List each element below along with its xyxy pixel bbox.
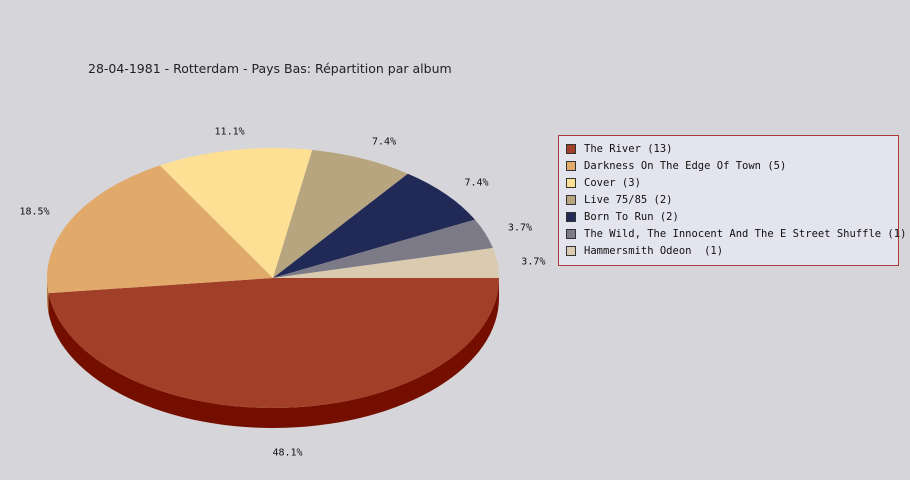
legend-label: Live 75/85 (2) <box>584 194 673 206</box>
legend-swatch <box>566 195 576 205</box>
legend-item: Hammersmith Odeon (1) <box>566 243 723 259</box>
legend-item: Born To Run (2) <box>566 209 679 225</box>
legend-label: Hammersmith Odeon (1) <box>584 245 724 257</box>
legend-swatch <box>566 229 576 239</box>
legend-item: The River (13) <box>566 141 673 157</box>
slice-percent-label-2: 11.1% <box>215 126 245 137</box>
pie-slice-3 <box>273 149 408 278</box>
legend-item: The Wild, The Innocent And The E Street … <box>566 226 906 242</box>
pie-slice-6 <box>273 248 499 278</box>
pie-slice-side-0 <box>48 278 499 429</box>
legend-swatch <box>566 212 576 222</box>
legend-swatch <box>566 246 576 256</box>
legend-swatch <box>566 161 576 171</box>
legend-label: The River (13) <box>584 143 673 155</box>
slice-percent-label-4: 7.4% <box>465 178 489 189</box>
pie-slice-5 <box>273 219 493 278</box>
slice-percent-label-3: 7.4% <box>372 136 396 147</box>
slice-percent-label-6: 3.7% <box>521 257 545 268</box>
legend-label: Born To Run (2) <box>584 211 679 223</box>
pie-slice-4 <box>273 173 475 278</box>
legend-item: Cover (3) <box>566 175 641 191</box>
legend-swatch <box>566 144 576 154</box>
legend-label: The Wild, The Innocent And The E Street … <box>584 228 907 240</box>
chart-title: 28-04-1981 - Rotterdam - Pays Bas: Répar… <box>88 61 452 76</box>
legend-swatch <box>566 178 576 188</box>
slice-percent-label-0: 48.1% <box>272 448 302 459</box>
slice-percent-label-5: 3.7% <box>508 223 532 234</box>
slice-percent-label-1: 18.5% <box>19 207 49 218</box>
pie-slice-0 <box>48 278 499 409</box>
pie-slice-1 <box>47 165 274 294</box>
chart-legend: The River (13) Darkness On The Edge Of To… <box>558 135 906 266</box>
legend-item: Darkness On The Edge Of Town (5) <box>566 158 786 174</box>
legend-label: Darkness On The Edge Of Town (5) <box>584 160 787 172</box>
pie-slice-side-1 <box>47 278 49 314</box>
pie-slice-2 <box>160 148 313 278</box>
legend-item: Live 75/85 (2) <box>566 192 673 208</box>
legend-label: Cover (3) <box>584 177 641 189</box>
